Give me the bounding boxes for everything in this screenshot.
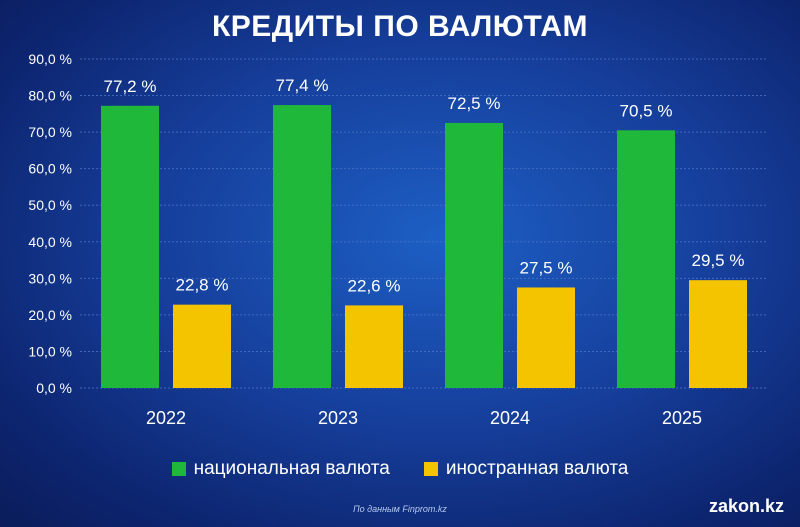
x-tick-label: 2022 bbox=[146, 408, 186, 428]
data-label: 29,5 % bbox=[692, 251, 745, 270]
legend: национальная валюта иностранная валюта bbox=[0, 458, 800, 480]
legend-label-foreign: иностранная валюта bbox=[445, 458, 629, 479]
y-tick-label: 30,0 % bbox=[28, 270, 72, 286]
x-tick-label: 2023 bbox=[318, 408, 358, 428]
bar-foreign bbox=[517, 287, 575, 388]
x-tick-label: 2024 bbox=[490, 408, 530, 428]
bar-foreign bbox=[173, 304, 231, 388]
data-label: 70,5 % bbox=[620, 101, 673, 120]
brand-logo[interactable]: zakon.kz bbox=[708, 496, 784, 516]
y-tick-label: 80,0 % bbox=[28, 88, 72, 104]
data-label: 22,8 % bbox=[176, 276, 229, 295]
bar-national bbox=[101, 105, 159, 389]
data-label: 77,2 % bbox=[104, 77, 157, 96]
y-tick-label: 50,0 % bbox=[28, 197, 72, 213]
legend-label-national: национальная валюта bbox=[193, 458, 390, 479]
y-tick-label: 0,0 % bbox=[36, 380, 72, 396]
data-label: 22,6 % bbox=[348, 276, 401, 295]
data-label: 77,4 % bbox=[276, 76, 329, 95]
y-tick-label: 60,0 % bbox=[28, 161, 72, 177]
bar-national bbox=[273, 105, 331, 388]
bar-national bbox=[445, 122, 503, 388]
bar-national bbox=[617, 130, 675, 389]
legend-item-foreign: иностранная валюта bbox=[423, 458, 629, 480]
y-tick-label: 10,0 % bbox=[28, 343, 72, 359]
x-tick-label: 2025 bbox=[662, 408, 702, 428]
y-tick-label: 40,0 % bbox=[28, 234, 72, 250]
chart-title: КРЕДИТЫ ПО ВАЛЮТАМ bbox=[211, 10, 589, 43]
legend-swatch-foreign bbox=[423, 462, 438, 476]
bar-foreign bbox=[345, 305, 403, 388]
source-note: По данным Finprom.kz bbox=[353, 504, 447, 514]
legend-swatch-national bbox=[171, 462, 186, 476]
y-tick-label: 70,0 % bbox=[28, 124, 72, 140]
y-tick-label: 90,0 % bbox=[28, 51, 72, 67]
data-label: 72,5 % bbox=[448, 94, 501, 113]
bar-foreign bbox=[689, 280, 747, 388]
data-label: 27,5 % bbox=[520, 258, 573, 277]
y-tick-label: 20,0 % bbox=[28, 307, 72, 323]
legend-item-national: национальная валюта bbox=[171, 458, 390, 480]
